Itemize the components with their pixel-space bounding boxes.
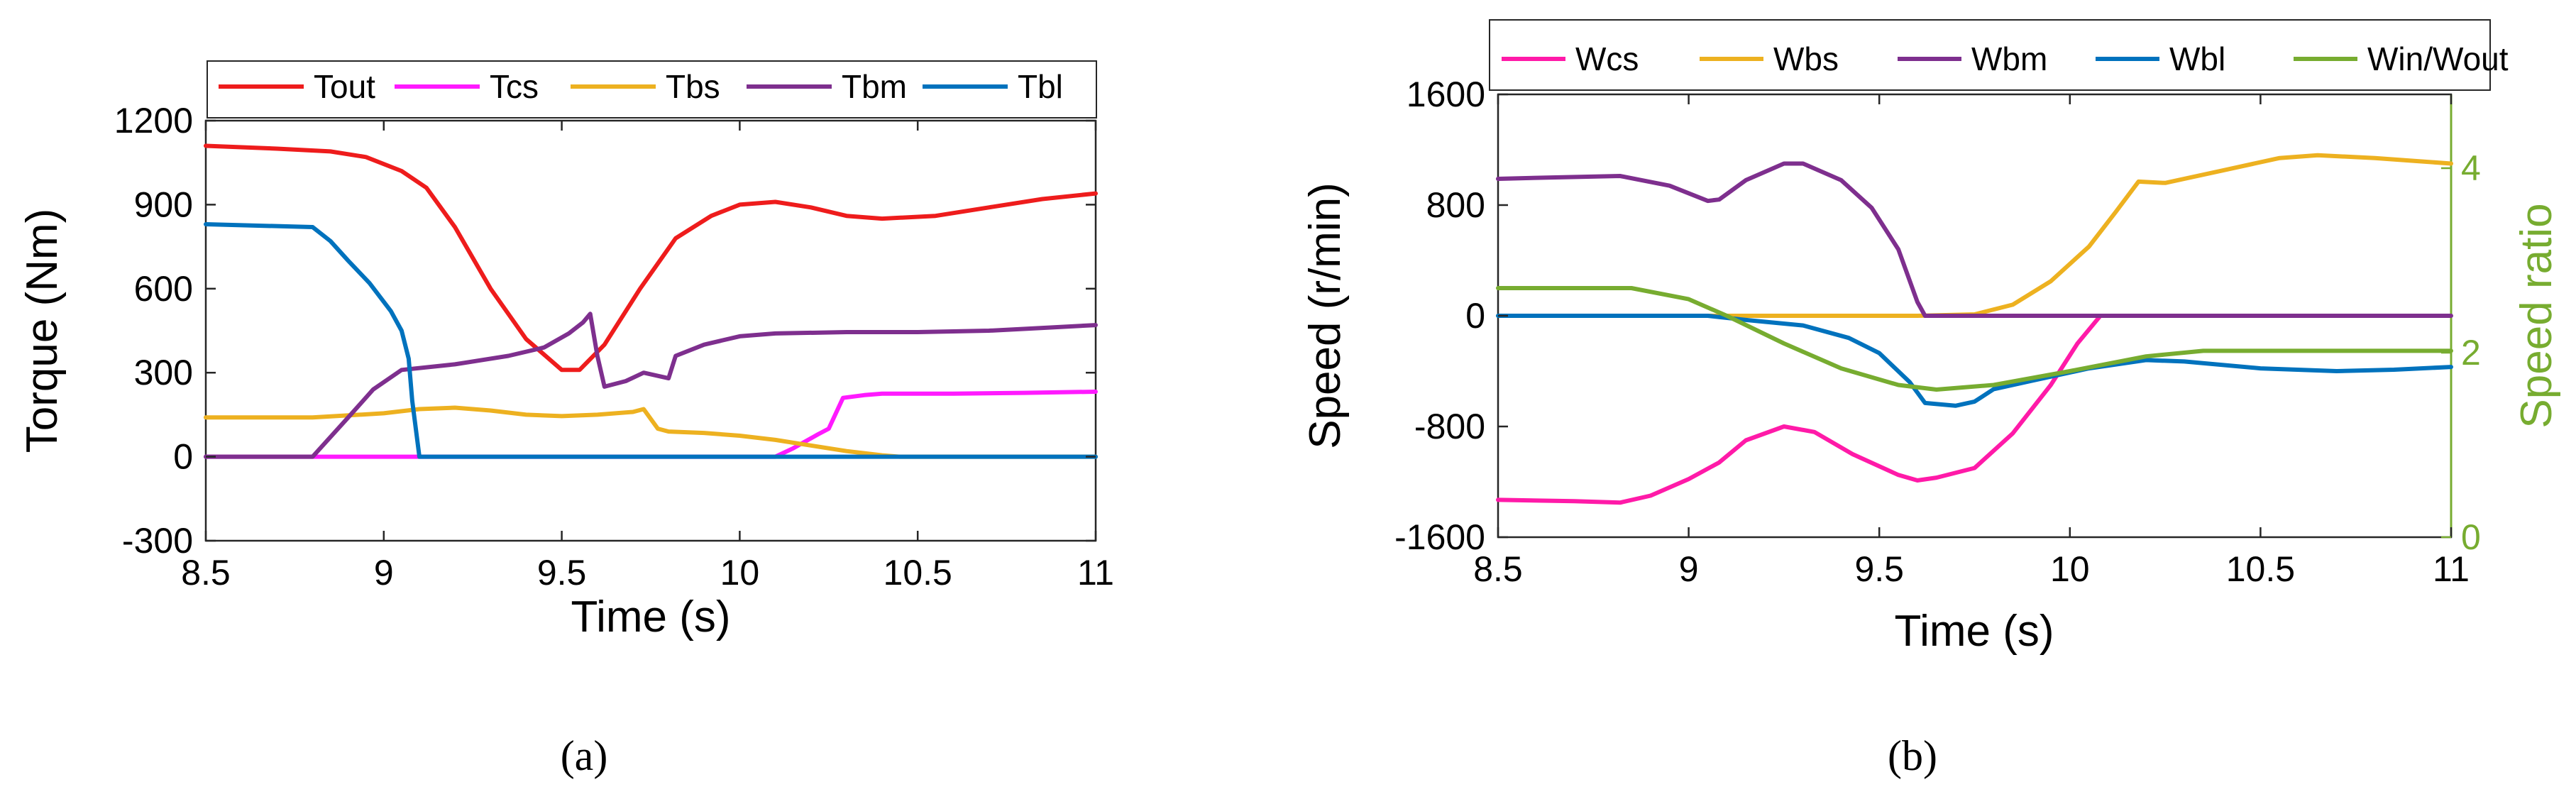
legend-label-win-wout: Win/Wout [2367,40,2509,77]
legend-label-tbm: Tbm [842,68,907,105]
y-tick-label: 900 [134,185,193,224]
x-ticks-b: 8.5 9 9.5 10 10.5 11 [1473,94,2470,589]
x-tick-label: 8.5 [1473,549,1523,589]
y-tick-label: 300 [134,353,193,392]
y2-ticks-b: 0 2 4 [2441,148,2481,557]
series-group-a [204,143,1098,459]
y-tick-label: 600 [134,269,193,309]
x-tick-label: 10.5 [884,553,952,593]
y-tick-label: -300 [122,521,193,561]
legend-box-a [207,60,1097,119]
legend-label-tbl: Tbl [1018,68,1063,105]
series-line-tout [204,143,1098,373]
caption-a: (a) [561,732,608,779]
y-tick-label: 1200 [114,101,193,141]
y2-tick-label: 4 [2461,148,2481,188]
legend-label-wbm: Wbm [1971,40,2047,77]
x-axis-label-a: Time (s) [571,593,731,641]
legend-label-tcs: Tcs [490,68,539,105]
legend-b: Wcs Wbs Wbm Wbl Win/Wout [1502,40,2509,77]
x-tick-label: 9.5 [1854,549,1904,589]
y-tick-label: 800 [1426,185,1485,225]
series-line-wbm [1496,161,2453,318]
y2-axis-label-b: Speed ratio [2512,203,2561,428]
y-ticks-a: -300 0 300 600 900 1200 [114,101,1096,561]
y-tick-label: 0 [1465,296,1485,336]
y-axis-label-a: Torque (Nm) [18,209,67,453]
x-tick-label: 9 [1679,549,1699,589]
x-ticks-a: 8.5 9 9.5 10 10.5 11 [181,121,1114,593]
series-line-tcs [204,390,1098,459]
y-tick-label: 1600 [1407,75,1485,114]
x-tick-label: 10.5 [2226,549,2295,589]
series-group-b [1496,153,2453,505]
x-tick-label: 9 [374,553,394,593]
x-tick-label: 10 [2050,549,2090,589]
chart-panel-b: 8.5 9 9.5 10 10.5 11 -1600 -800 0 800 1600 0 2 4 Ti… [1301,19,2561,656]
series-line-wcs [1496,314,2103,505]
legend-label-wcs: Wcs [1575,40,1639,77]
x-tick-label: 8.5 [181,553,231,593]
x-tick-label: 10 [720,553,760,593]
y-tick-label: -1600 [1394,517,1485,557]
chart-panel-a: 8.5 9 9.5 10 10.5 11 -300 0 300 600 900 1200 Time … [18,60,1114,641]
x-tick-label: 11 [1077,553,1114,593]
y2-tick-label: 0 [2461,517,2481,557]
y-ticks-b: -1600 -800 0 800 1600 [1394,75,1508,557]
series-line-tbs [204,405,1098,459]
y2-tick-label: 2 [2461,333,2481,373]
series-line-wbl [1496,314,2453,408]
series-line-tbm [204,312,1098,459]
legend-a: Tout Tcs Tbs Tbm Tbl [219,68,1063,105]
x-tick-label: 11 [2433,549,2470,589]
series-line-tbl [204,222,1098,459]
series-line-win-wout [1496,286,2453,392]
x-axis-label-b: Time (s) [1895,607,2054,656]
legend-box-b [1489,19,2491,91]
legend-label-tbs: Tbs [666,68,720,105]
series-line-wbs [1496,153,2453,318]
y-tick-label: -800 [1414,407,1485,446]
x-tick-label: 9.5 [537,553,587,593]
legend-label-wbl: Wbl [2169,40,2225,77]
legend-label-tout: Tout [314,68,375,105]
legend-label-wbs: Wbs [1773,40,1839,77]
y-axis-label-b: Speed (r/min) [1301,182,1350,449]
y-tick-label: 0 [173,437,193,477]
caption-b: (b) [1888,732,1937,779]
